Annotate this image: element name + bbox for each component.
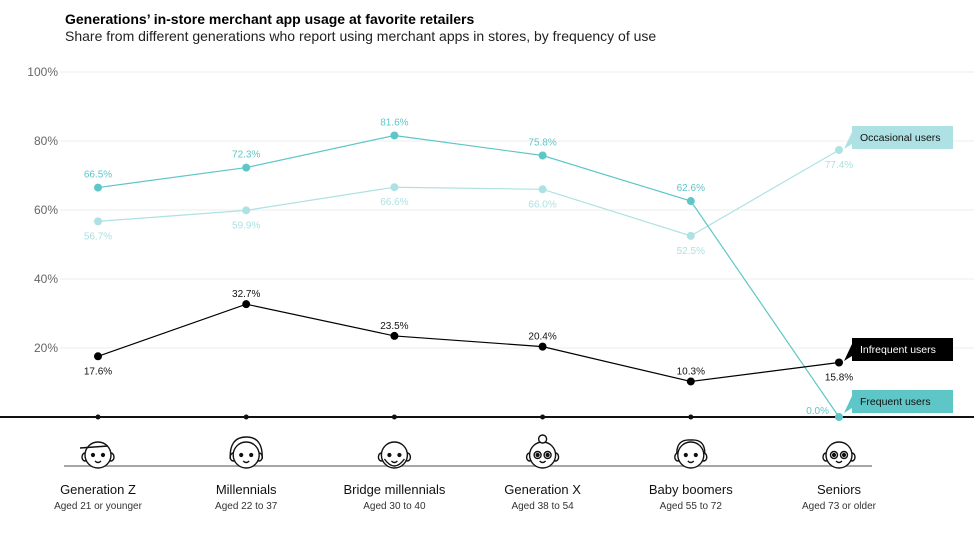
millennial-face-icon (229, 436, 263, 469)
category-sublabel: Aged 21 or younger (54, 501, 143, 512)
data-label: 52.5% (677, 246, 705, 257)
data-label: 15.8% (825, 372, 853, 383)
data-label: 66.0% (528, 199, 556, 210)
legend-label: Infrequent users (860, 344, 936, 356)
data-point (538, 151, 547, 160)
category-sublabel: Aged 22 to 37 (215, 501, 278, 512)
data-label: 20.4% (528, 332, 556, 343)
data-point (686, 231, 695, 240)
legend-tag-frequent-users (852, 390, 953, 413)
data-point (390, 183, 399, 192)
data-point (835, 413, 843, 421)
data-point (390, 331, 399, 340)
legend-tag-pointer (844, 396, 852, 413)
category-sublabel: Aged 73 or older (802, 501, 877, 512)
chart-title: Generations’ in-store merchant app usage… (65, 11, 475, 27)
x-tick-dot (540, 414, 546, 420)
data-label: 17.6% (84, 366, 112, 377)
data-label: 59.9% (232, 220, 260, 231)
data-label: 81.6% (380, 117, 408, 128)
category-label: Seniors (817, 482, 862, 497)
category-sublabel: Aged 55 to 72 (660, 501, 723, 512)
data-label: 66.6% (380, 197, 408, 208)
data-point (686, 377, 695, 386)
category-label: Baby boomers (649, 482, 733, 497)
gen-x-face-icon (525, 434, 560, 469)
data-point (390, 131, 399, 140)
data-label: 0.0% (806, 406, 829, 417)
data-point (835, 358, 843, 367)
bridge-millennial-face-icon (377, 441, 412, 469)
data-label: 56.7% (84, 231, 112, 242)
y-tick-label: 20% (34, 341, 58, 355)
data-label: 72.3% (232, 150, 260, 161)
chart-subtitle: Share from different generations who rep… (65, 28, 657, 44)
x-tick-dot (95, 414, 101, 420)
data-label: 10.3% (677, 366, 705, 377)
category-label: Bridge millennials (343, 482, 445, 497)
data-point (94, 217, 102, 226)
series-line-occasional-users (97, 149, 840, 237)
x-tick-dot (243, 414, 249, 420)
data-point (94, 183, 102, 192)
legend-tag-infrequent-users (852, 338, 953, 361)
legend-tag-pointer (844, 344, 852, 361)
legend-tag-occasional-users (852, 126, 953, 149)
category-label: Millennials (216, 482, 277, 497)
data-point (242, 163, 251, 172)
data-point (94, 352, 102, 361)
data-point (538, 342, 547, 351)
series-line-frequent-users (97, 134, 840, 418)
category-sublabel: Aged 30 to 40 (363, 501, 426, 512)
category-sublabel: Aged 38 to 54 (511, 501, 574, 512)
data-point (242, 206, 251, 215)
category-label: Generation X (504, 482, 581, 497)
legend-label: Frequent users (860, 396, 931, 408)
data-label: 62.6% (677, 183, 705, 194)
data-label: 66.5% (84, 170, 112, 181)
senior-face-icon (822, 441, 856, 469)
data-label: 32.7% (232, 289, 260, 300)
legend-tag-pointer (844, 132, 852, 149)
data-label: 77.4% (825, 160, 853, 171)
y-tick-label: 100% (27, 65, 58, 79)
legend-label: Occasional users (860, 132, 941, 144)
data-point (242, 300, 251, 309)
y-tick-label: 80% (34, 134, 58, 148)
y-tick-label: 40% (34, 272, 58, 286)
x-tick-dot (391, 414, 397, 420)
category-label: Generation Z (60, 482, 136, 497)
baby-boomer-face-icon (674, 439, 708, 469)
series-line-infrequent-users (97, 303, 840, 383)
data-point (686, 197, 695, 206)
y-tick-label: 60% (34, 203, 58, 217)
data-point (538, 185, 547, 194)
data-label: 75.8% (528, 137, 556, 148)
data-point (835, 145, 843, 154)
x-tick-dot (688, 414, 694, 420)
gen-z-face-icon (79, 441, 115, 469)
data-label: 23.5% (380, 321, 408, 332)
